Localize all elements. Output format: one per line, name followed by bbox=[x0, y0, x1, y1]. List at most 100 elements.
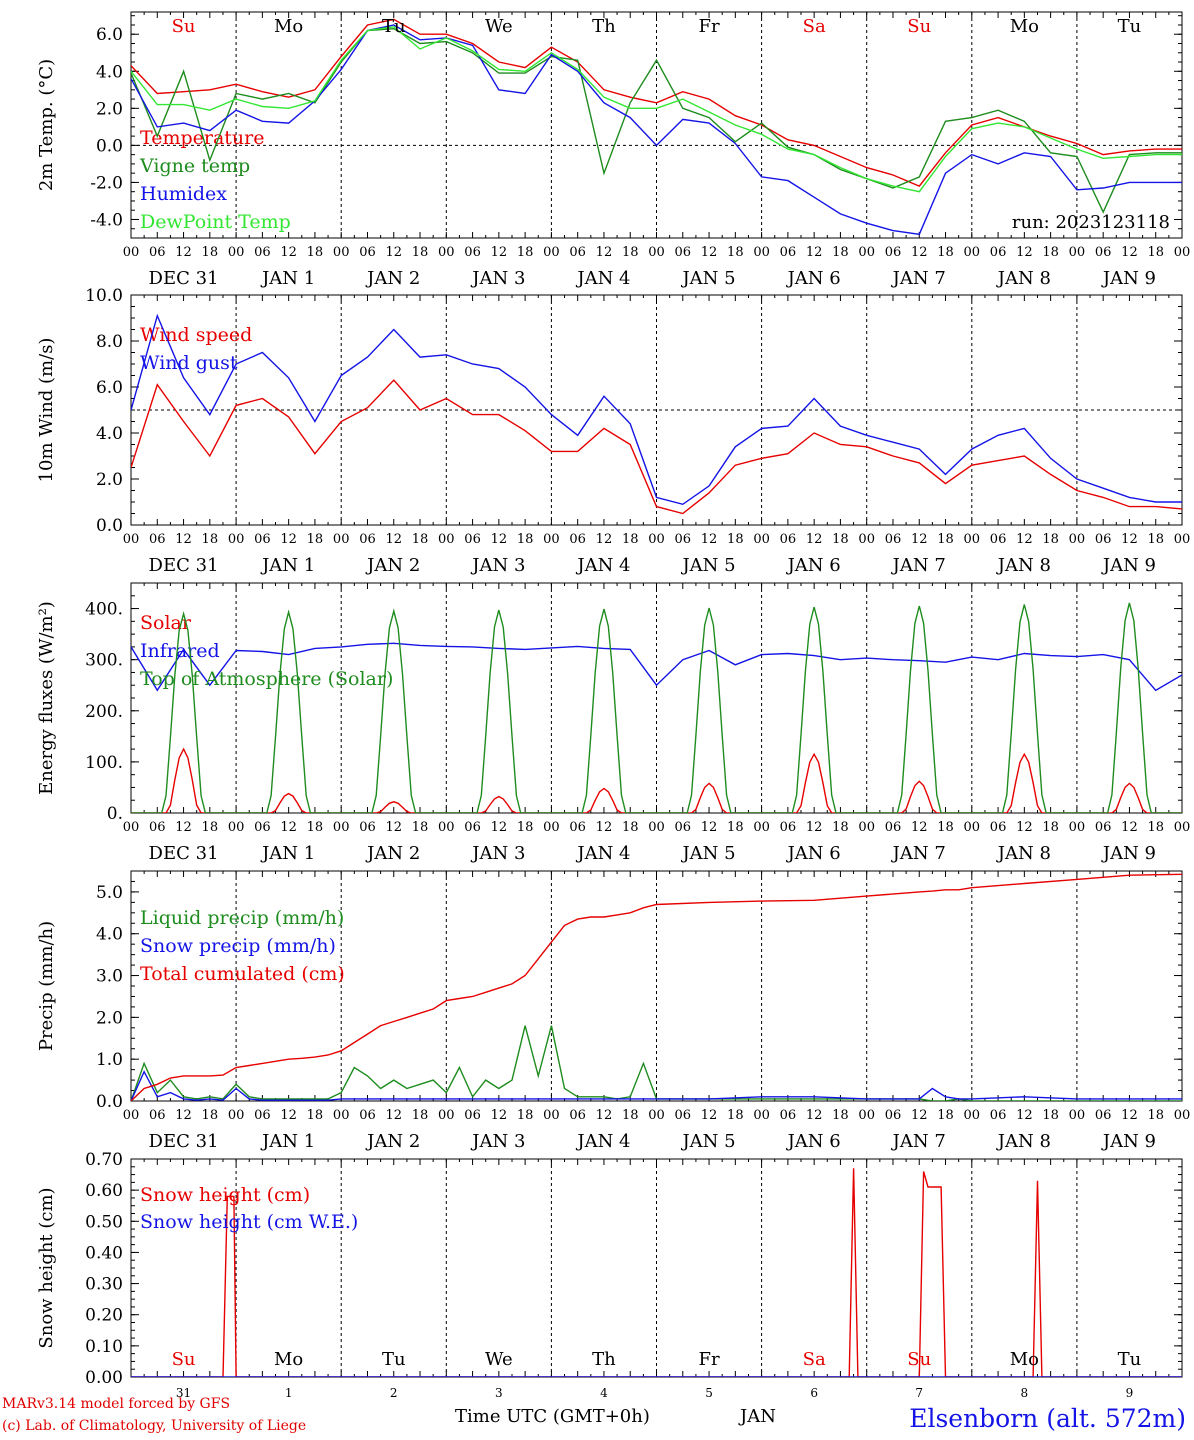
series-line-infrared bbox=[131, 642, 1182, 692]
hour-tick-label: 00 bbox=[964, 820, 981, 835]
hour-tick-label: 06 bbox=[464, 1108, 481, 1123]
y-tick-label: 400. bbox=[85, 600, 123, 620]
legend-entry: Snow precip (mm/h) bbox=[140, 935, 336, 957]
date-label: JAN 3 bbox=[470, 555, 525, 576]
hour-tick-label: 00 bbox=[964, 1108, 981, 1123]
run-annotation: run: 2023123118 bbox=[1012, 212, 1170, 233]
date-label: JAN 2 bbox=[365, 1131, 420, 1152]
hour-tick-label: 06 bbox=[359, 245, 376, 260]
series-line-wind-gust bbox=[131, 313, 1182, 506]
weekday-label: Su bbox=[172, 1349, 196, 1370]
date-label: JAN 9 bbox=[1101, 268, 1156, 289]
hour-tick-label: 00 bbox=[333, 245, 350, 260]
series-line-wind-speed bbox=[131, 379, 1182, 515]
hour-tick-label: 18 bbox=[412, 820, 429, 835]
hour-tick-label: 00 bbox=[228, 532, 245, 547]
y-tick-label: 4.0 bbox=[96, 62, 123, 82]
series-line-top-of-atmosphere-solar bbox=[131, 602, 1182, 813]
date-label: JAN 3 bbox=[470, 843, 525, 864]
y-tick-label: 6.0 bbox=[96, 378, 123, 398]
weekday-label: Su bbox=[907, 1349, 931, 1370]
hour-tick-label: 06 bbox=[149, 532, 166, 547]
hour-tick-label: 18 bbox=[517, 532, 534, 547]
date-label: JAN 1 bbox=[260, 555, 315, 576]
y-tick-label: 3.0 bbox=[96, 967, 123, 987]
hour-tick-label: 18 bbox=[1147, 1108, 1164, 1123]
hour-tick-label: 06 bbox=[569, 532, 586, 547]
hour-tick-label: 12 bbox=[280, 1108, 297, 1123]
y-tick-label: 0.10 bbox=[85, 1337, 123, 1357]
date-label: JAN 8 bbox=[996, 555, 1051, 576]
hour-tick-label: 00 bbox=[648, 532, 665, 547]
hour-tick-label: 12 bbox=[491, 820, 508, 835]
weekday-label: Su bbox=[907, 16, 931, 37]
hour-tick-label: 06 bbox=[990, 245, 1007, 260]
y-axis-label: Energy fluxes (W/m²) bbox=[36, 601, 57, 795]
y-tick-label: 10.0 bbox=[85, 286, 123, 306]
weekday-label: Mo bbox=[1010, 1349, 1039, 1370]
legend-entry: Infrared bbox=[140, 640, 220, 662]
hour-tick-label: 18 bbox=[307, 1108, 324, 1123]
day-number-label: 5 bbox=[705, 1386, 713, 1400]
time-axis-label: Time UTC (GMT+0h) bbox=[455, 1406, 650, 1427]
hour-tick-label: 06 bbox=[990, 532, 1007, 547]
hour-tick-label: 18 bbox=[622, 820, 639, 835]
y-tick-label: 2.0 bbox=[96, 1008, 123, 1028]
hour-tick-label: 18 bbox=[727, 245, 744, 260]
legend-entry: Solar bbox=[140, 612, 192, 634]
hour-tick-label: 12 bbox=[280, 820, 297, 835]
weekday-label: Mo bbox=[274, 1349, 303, 1370]
day-number-label: 3 bbox=[495, 1386, 503, 1400]
hour-tick-label: 18 bbox=[202, 245, 219, 260]
date-label: JAN 6 bbox=[786, 1131, 841, 1152]
day-number-label: 7 bbox=[915, 1386, 923, 1400]
hour-tick-label: 06 bbox=[675, 245, 692, 260]
hour-tick-label: 12 bbox=[175, 1108, 192, 1123]
hour-tick-label: 18 bbox=[622, 1108, 639, 1123]
hour-tick-label: 00 bbox=[964, 245, 981, 260]
hour-tick-label: 06 bbox=[780, 1108, 797, 1123]
hour-tick-label: 12 bbox=[1016, 532, 1033, 547]
series-line-humidex bbox=[131, 24, 1182, 236]
y-tick-label: 0.20 bbox=[85, 1306, 123, 1326]
hour-tick-label: 06 bbox=[254, 532, 271, 547]
hour-tick-label: 12 bbox=[911, 532, 928, 547]
hour-tick-label: 00 bbox=[123, 532, 140, 547]
hour-tick-label: 00 bbox=[648, 1108, 665, 1123]
hour-tick-label: 18 bbox=[937, 1108, 954, 1123]
weekday-label: Mo bbox=[274, 16, 303, 37]
series-line-temperature bbox=[131, 18, 1182, 187]
hour-tick-label: 06 bbox=[359, 820, 376, 835]
series-line-snow-height-cm bbox=[131, 1168, 1182, 1377]
hour-tick-label: 18 bbox=[202, 532, 219, 547]
hour-tick-label: 00 bbox=[228, 245, 245, 260]
y-tick-label: 0.40 bbox=[85, 1243, 123, 1263]
weekday-label: We bbox=[485, 1349, 513, 1370]
hour-tick-label: 12 bbox=[1016, 1108, 1033, 1123]
hour-tick-label: 12 bbox=[280, 532, 297, 547]
hour-tick-label: 06 bbox=[885, 1108, 902, 1123]
weekday-label: Th bbox=[592, 1349, 616, 1370]
weekday-label: Mo bbox=[1010, 16, 1039, 37]
hour-tick-label: 12 bbox=[1016, 820, 1033, 835]
hour-tick-label: 00 bbox=[1069, 820, 1086, 835]
legend-entry: Wind speed bbox=[140, 324, 252, 346]
date-label: JAN 8 bbox=[996, 1131, 1051, 1152]
hour-tick-label: 18 bbox=[1042, 245, 1059, 260]
panel-energy: 0. 100. 200. 300. 400. Energy fluxes (W/m²) So… bbox=[36, 582, 1190, 864]
hour-tick-label: 12 bbox=[911, 1108, 928, 1123]
hour-tick-label: 12 bbox=[1016, 245, 1033, 260]
hour-tick-label: 12 bbox=[175, 245, 192, 260]
hour-tick-label: 12 bbox=[385, 532, 402, 547]
y-tick-label: 0.0 bbox=[96, 516, 123, 536]
hour-tick-label: 06 bbox=[885, 532, 902, 547]
hour-tick-label: 18 bbox=[937, 820, 954, 835]
hour-tick-label: 18 bbox=[412, 245, 429, 260]
y-tick-label: 2.0 bbox=[96, 99, 123, 119]
date-label: JAN 7 bbox=[891, 1131, 946, 1152]
hour-tick-label: 18 bbox=[622, 245, 639, 260]
y-tick-label: 0.30 bbox=[85, 1275, 123, 1295]
hour-tick-label: 18 bbox=[517, 1108, 534, 1123]
date-label: JAN 9 bbox=[1101, 843, 1156, 864]
hour-tick-label: 06 bbox=[464, 532, 481, 547]
